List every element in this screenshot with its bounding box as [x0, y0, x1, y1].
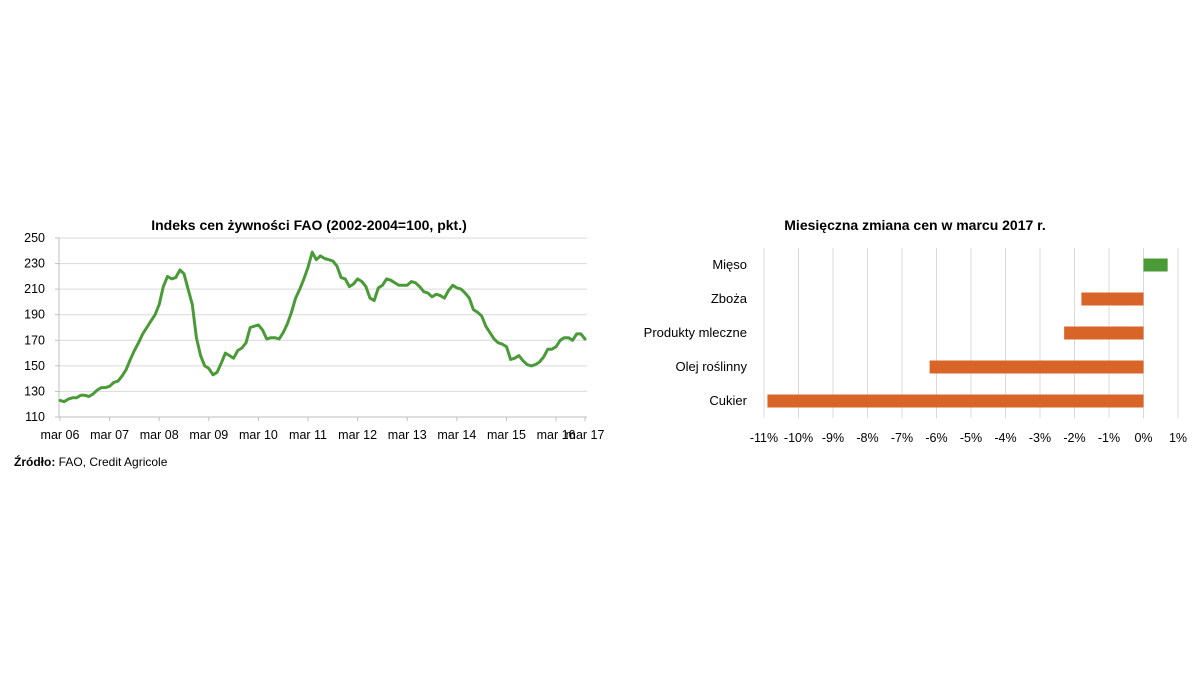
source-label: Źródło: — [14, 455, 56, 469]
y-tick-label: 150 — [24, 359, 45, 373]
x-tick-label: mar 10 — [239, 428, 278, 442]
line-chart-series-group — [58, 250, 587, 404]
monthly-price-change-chart: Miesięczna zmiana cen w marcu 2017 r. -1… — [644, 217, 1187, 445]
bar-4 — [767, 394, 1144, 408]
line-chart-title: Indeks cen żywności FAO (2002-2004=100, … — [151, 217, 467, 233]
source-text: FAO, Credit Agricole — [55, 455, 168, 469]
x-tick-label: -9% — [822, 431, 844, 445]
category-label: Produkty mleczne — [644, 325, 747, 340]
line-chart-gridlines — [59, 237, 587, 392]
x-tick-label: mar 07 — [90, 428, 129, 442]
x-tick-label: mar 15 — [487, 428, 526, 442]
x-tick-label: mar 08 — [140, 428, 179, 442]
bar-chart-x-axis: -11% -10% -9% -8% -7% -6% -5% -4% -3% -2% -1% 0% 1% — [750, 431, 1187, 445]
x-tick-label: 0% — [1134, 431, 1152, 445]
bar-chart-bars — [767, 258, 1168, 408]
y-tick-label: 230 — [24, 257, 45, 271]
bar-chart-title: Miesięczna zmiana cen w marcu 2017 r. — [784, 217, 1045, 233]
x-tick-label: mar 16 — [537, 428, 576, 442]
food-price-index-line — [58, 250, 587, 404]
y-tick-label: 130 — [24, 384, 45, 398]
x-tick-label: -11% — [750, 431, 778, 445]
x-tick-label: mar 14 — [437, 428, 476, 442]
x-tick-label: -3% — [1029, 431, 1051, 445]
source-note: Źródło: FAO, Credit Agricole — [14, 455, 167, 469]
x-tick-label: -4% — [994, 431, 1016, 445]
x-tick-label: -1% — [1098, 431, 1120, 445]
x-tick-label: 1% — [1169, 431, 1187, 445]
bar-3 — [929, 360, 1144, 374]
y-tick-label: 110 — [25, 410, 45, 424]
y-tick-label: 190 — [24, 308, 45, 322]
x-tick-label: mar 13 — [388, 428, 427, 442]
bar-chart-categories: Mięso Zboża Produkty mleczne Olej roślinny C… — [644, 257, 748, 408]
y-tick-label: 250 — [24, 231, 45, 245]
bar-1 — [1081, 292, 1144, 306]
x-tick-label: mar 17 — [566, 428, 605, 442]
x-tick-label: -7% — [891, 431, 913, 445]
food-price-index-chart: Indeks cen żywności FAO (2002-2004=100, … — [24, 217, 604, 442]
x-tick-label: -5% — [960, 431, 982, 445]
x-tick-label: mar 11 — [289, 428, 327, 442]
x-tick-label: -10% — [784, 431, 813, 445]
x-tick-label: -6% — [925, 431, 947, 445]
category-label: Mięso — [712, 257, 747, 272]
x-tick-label: -8% — [856, 431, 878, 445]
line-chart-y-axis: 110 130 150 170 190 210 230 250 — [24, 231, 59, 424]
x-tick-label: -2% — [1063, 431, 1085, 445]
x-tick-label: mar 12 — [338, 428, 377, 442]
y-tick-label: 210 — [24, 282, 45, 296]
bar-0 — [1143, 258, 1168, 272]
y-tick-label: 170 — [24, 333, 45, 347]
x-tick-label: mar 06 — [41, 428, 80, 442]
category-label: Cukier — [709, 393, 747, 408]
line-chart-x-axis: mar 06 mar 07 mar 08 mar 09 mar 10 mar 11 mar … — [41, 417, 605, 442]
bar-2 — [1064, 326, 1144, 340]
category-label: Olej roślinny — [675, 359, 747, 374]
x-tick-label: mar 09 — [189, 428, 228, 442]
category-label: Zboża — [711, 291, 748, 306]
